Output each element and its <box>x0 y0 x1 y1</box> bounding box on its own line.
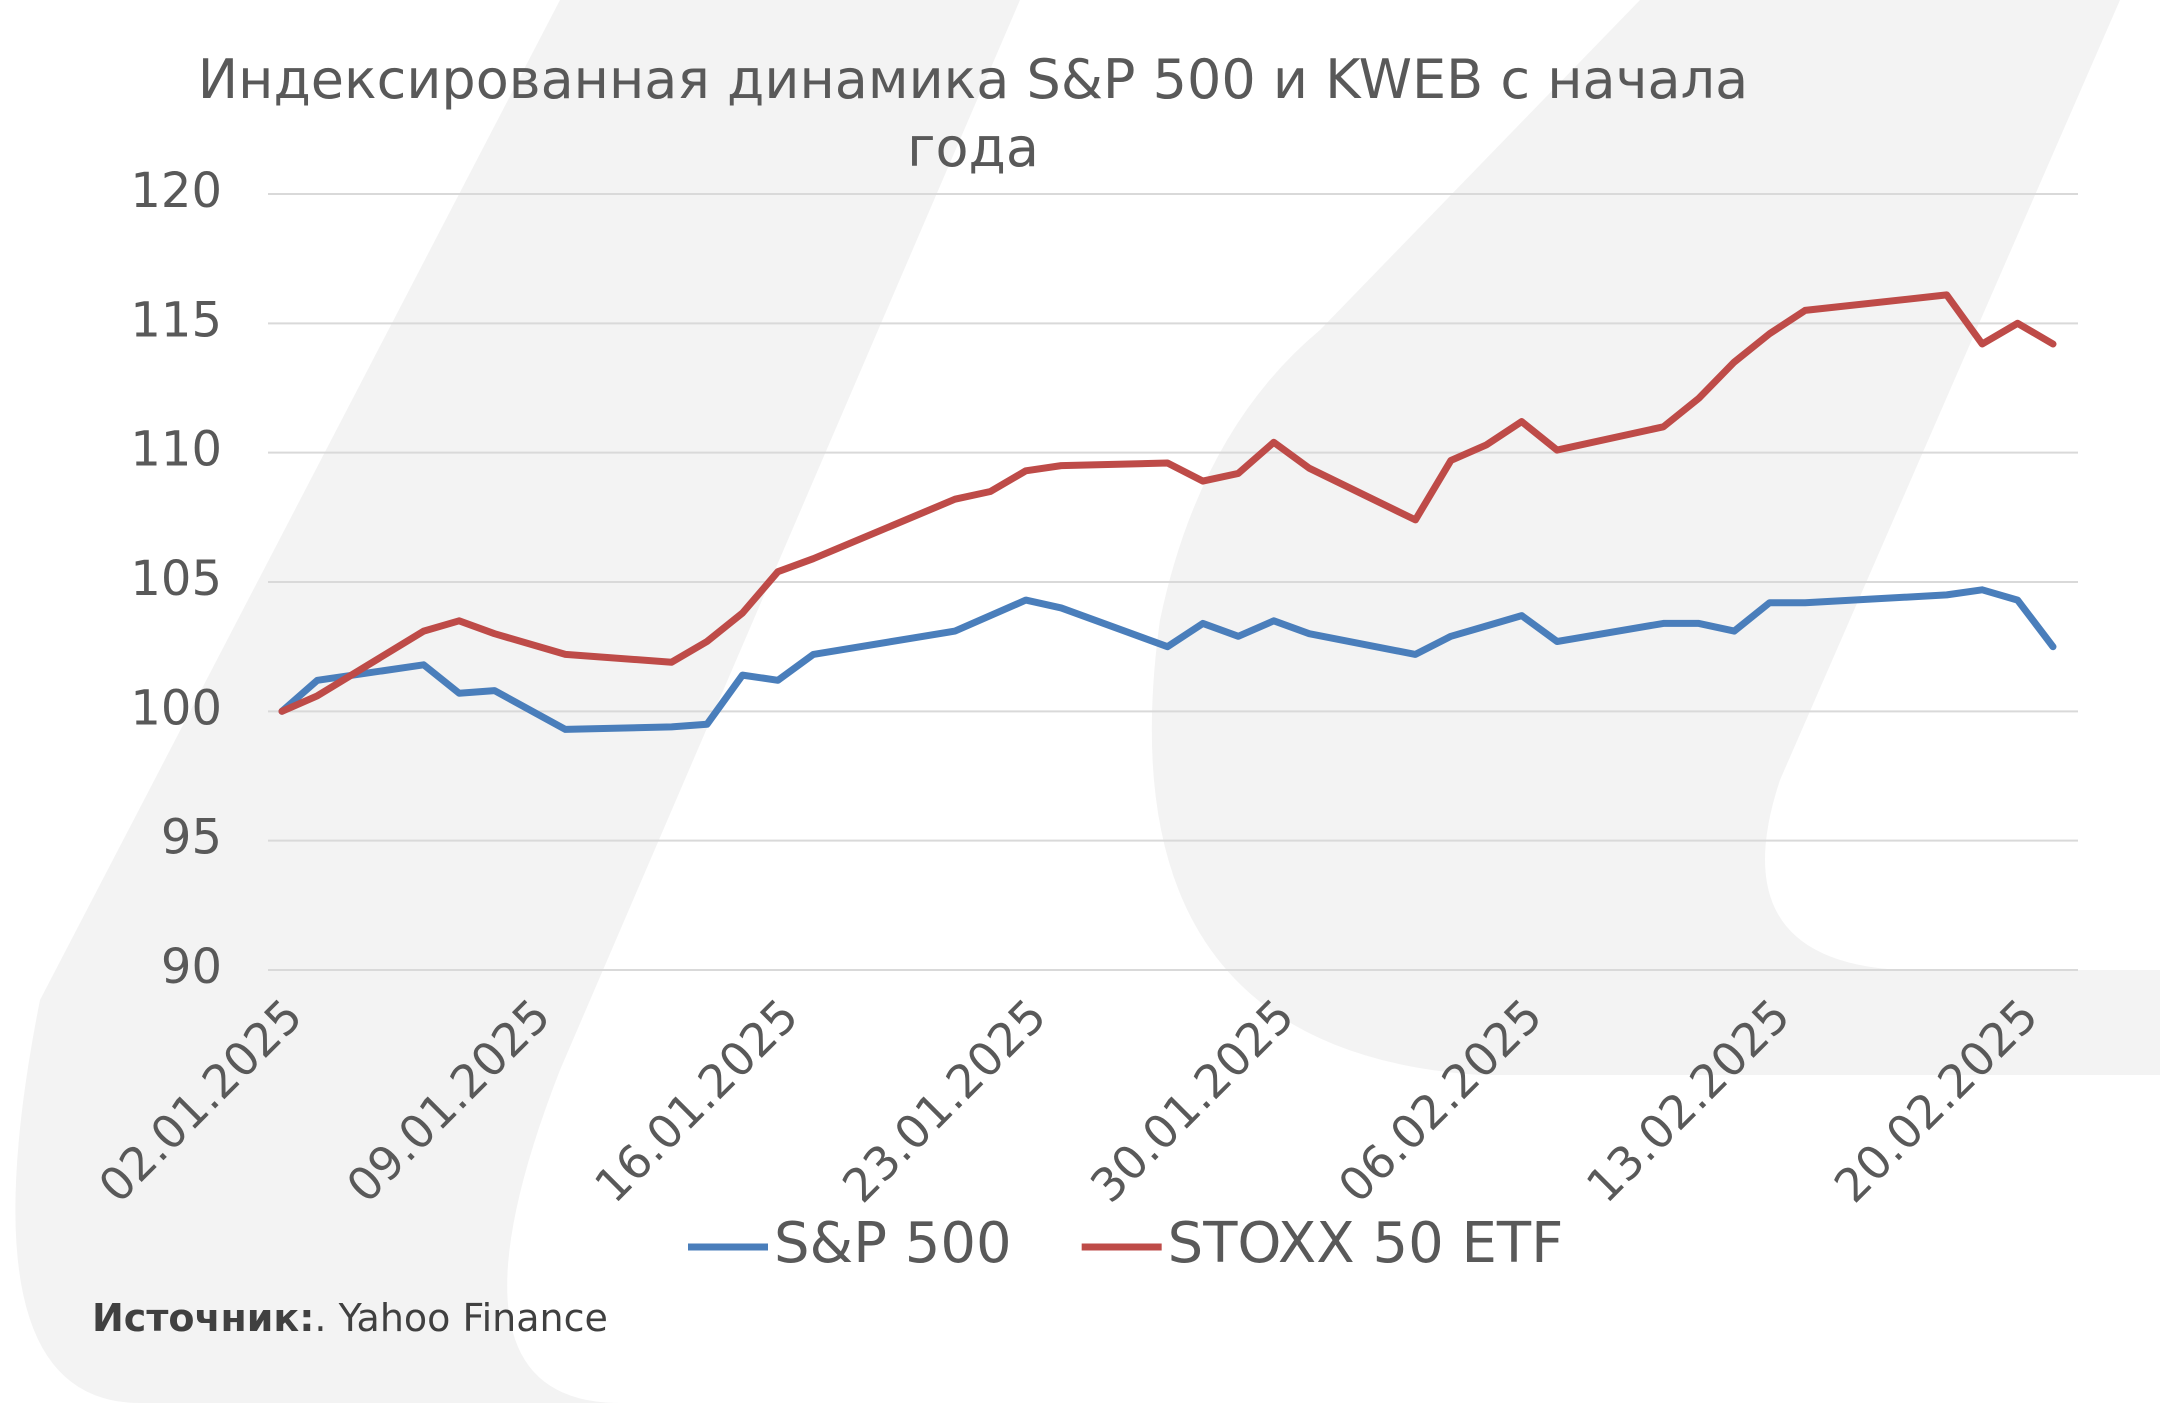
legend-label: S&P 500 <box>774 1211 1012 1276</box>
y-tick-label: 95 <box>161 810 222 866</box>
x-tick-label: 16.01.2025 <box>584 988 808 1212</box>
source-label: Источник: <box>92 1296 315 1340</box>
y-tick-label: 105 <box>130 551 222 607</box>
chart-title: Индексированная динамика S&P 500 и KWEB … <box>197 48 1749 179</box>
x-tick-label: 30.01.2025 <box>1080 988 1304 1212</box>
x-tick-label: 23.01.2025 <box>832 988 1056 1212</box>
y-tick-label: 100 <box>130 680 222 736</box>
series-line <box>278 586 2057 733</box>
watermark <box>15 0 2160 1403</box>
y-tick-label: 120 <box>130 163 222 219</box>
y-tick-label: 110 <box>130 422 222 478</box>
legend-label: STOXX 50 ETF <box>1168 1211 1564 1276</box>
source-text: . Yahoo Finance <box>314 1296 608 1340</box>
y-tick-label: 115 <box>130 292 222 348</box>
source-note: Источник:. Yahoo Finance <box>92 1296 608 1340</box>
y-tick-label: 90 <box>161 939 222 995</box>
series-line <box>278 291 2057 715</box>
